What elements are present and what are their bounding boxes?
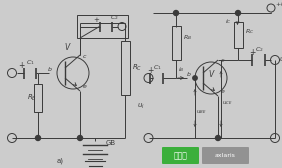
Text: $R_C$: $R_C$	[245, 28, 254, 36]
Text: $u_i$: $u_i$	[137, 102, 145, 111]
Text: $u_{BE}$: $u_{BE}$	[196, 108, 206, 116]
Text: $+U_{BB}$: $+U_{BB}$	[275, 0, 282, 9]
Text: $i_C$: $i_C$	[225, 17, 232, 26]
Circle shape	[193, 76, 197, 80]
Bar	[171, 27, 180, 59]
Text: GB: GB	[106, 140, 116, 146]
Bar	[233, 22, 243, 48]
Text: +: +	[94, 16, 100, 23]
Circle shape	[215, 136, 221, 140]
FancyBboxPatch shape	[162, 147, 199, 164]
Circle shape	[173, 10, 179, 15]
Text: 核假曲: 核假曲	[173, 151, 188, 160]
Text: V: V	[64, 43, 70, 52]
Text: $C_1$: $C_1$	[26, 58, 34, 67]
Text: $C_2$: $C_2$	[255, 45, 263, 54]
Text: $u_O$: $u_O$	[279, 55, 282, 65]
Text: $C_1$: $C_1$	[153, 63, 161, 72]
FancyBboxPatch shape	[202, 147, 249, 164]
Text: +: +	[147, 66, 153, 75]
Text: a): a)	[56, 157, 63, 163]
Text: $u_{CE}$: $u_{CE}$	[222, 99, 233, 107]
Bar	[77, 15, 128, 38]
Text: e: e	[221, 89, 225, 94]
Text: +: +	[249, 48, 255, 57]
Bar	[120, 41, 129, 95]
Text: c: c	[221, 58, 224, 63]
Text: b: b	[187, 72, 191, 77]
Text: b: b	[48, 67, 52, 72]
Text: $R_B$: $R_B$	[183, 34, 192, 43]
Text: +: +	[18, 61, 24, 70]
Text: e: e	[83, 84, 87, 89]
Text: axlaris: axlaris	[215, 153, 235, 158]
Circle shape	[235, 10, 241, 15]
Text: V: V	[208, 70, 214, 79]
Circle shape	[36, 136, 41, 140]
Bar	[34, 84, 42, 112]
Text: c: c	[83, 54, 86, 59]
Text: $R_C$: $R_C$	[132, 63, 142, 73]
Circle shape	[78, 136, 83, 140]
Text: $C_2$: $C_2$	[110, 13, 119, 22]
Text: $R_B$: $R_B$	[27, 93, 37, 103]
Text: $i_B$: $i_B$	[178, 65, 184, 74]
